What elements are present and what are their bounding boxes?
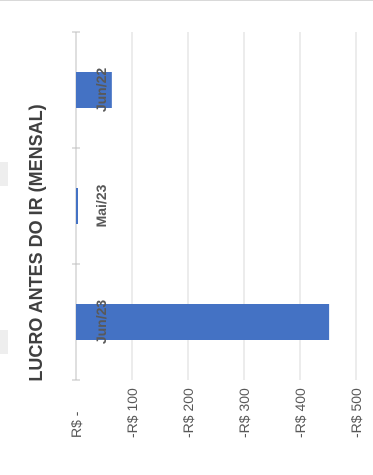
category-labels: Jun/23 Mai/23 Jun/22 <box>93 68 109 345</box>
side-fragment <box>0 162 8 186</box>
tick-label: -R$ 500 <box>348 388 364 438</box>
tick-label: -R$ 400 <box>292 388 308 438</box>
category-label: Jun/22 <box>93 68 109 113</box>
side-fragment <box>0 330 8 354</box>
bars <box>76 72 330 340</box>
tick-label: -R$ 300 <box>236 388 252 438</box>
tick-labels: R$ - -R$ 100 -R$ 200 -R$ 300 -R$ 400 -R$ 500 <box>68 388 364 438</box>
chart-title: LUCRO ANTES DO IR (MENSAL) <box>26 104 46 381</box>
tick-label: R$ - <box>68 411 84 438</box>
bar-mai-23 <box>76 188 78 224</box>
category-label: Jun/23 <box>93 300 109 345</box>
category-label: Mai/23 <box>93 184 109 227</box>
tick-label: -R$ 100 <box>124 388 140 438</box>
tick-label: -R$ 200 <box>180 388 196 438</box>
bar-jun-22 <box>76 72 112 108</box>
bar-jun-23 <box>76 304 330 340</box>
